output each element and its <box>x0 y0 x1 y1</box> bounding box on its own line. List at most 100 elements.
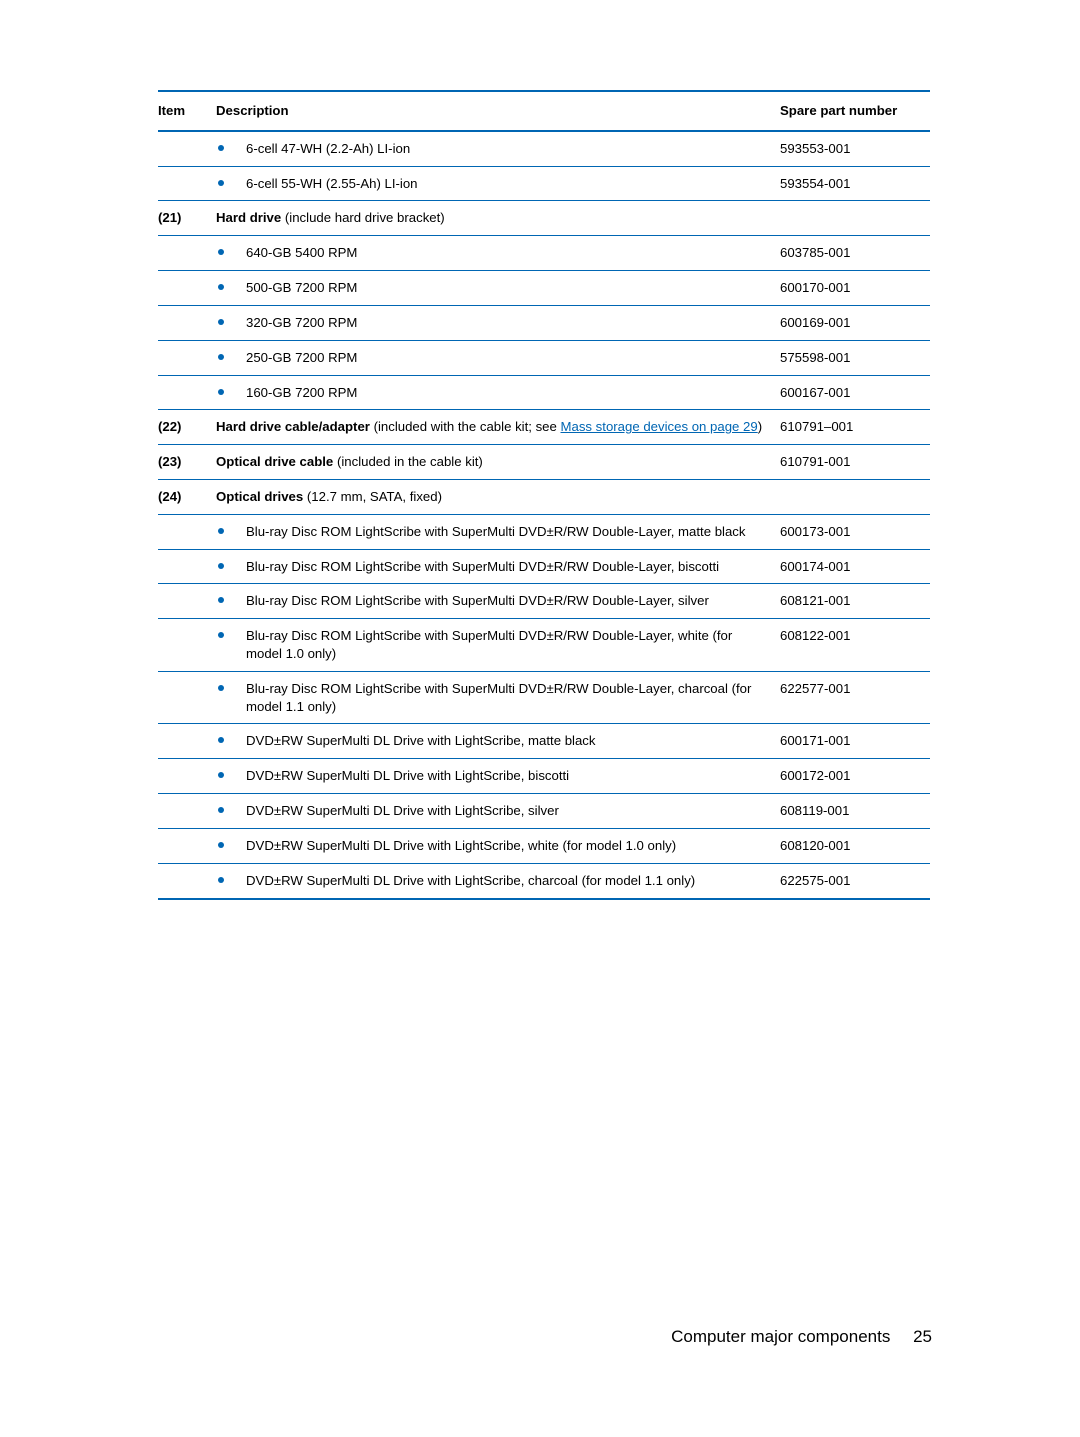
cell-item <box>158 305 216 340</box>
cell-description: DVD±RW SuperMulti DL Drive with LightScr… <box>216 794 780 829</box>
cell-spare-number <box>780 479 930 514</box>
cross-reference-link[interactable]: Mass storage devices on page 29 <box>561 419 758 434</box>
bullet-text: DVD±RW SuperMulti DL Drive with LightScr… <box>246 732 770 750</box>
cell-description: Blu-ray Disc ROM LightScribe with SuperM… <box>216 671 780 724</box>
bullet-text: DVD±RW SuperMulti DL Drive with LightScr… <box>246 767 770 785</box>
bullet-icon <box>218 354 224 360</box>
table-row: 250-GB 7200 RPM575598-001 <box>158 340 930 375</box>
table-row: 500-GB 7200 RPM 600170-001 <box>158 271 930 306</box>
cell-description: Hard drive (include hard drive bracket) <box>216 201 780 236</box>
table-row: DVD±RW SuperMulti DL Drive with LightScr… <box>158 794 930 829</box>
cell-description: DVD±RW SuperMulti DL Drive with LightScr… <box>216 863 780 898</box>
cell-spare-number: 600172-001 <box>780 759 930 794</box>
table-row: Blu-ray Disc ROM LightScribe with SuperM… <box>158 671 930 724</box>
bullet-text: DVD±RW SuperMulti DL Drive with LightScr… <box>246 837 770 855</box>
cell-description: 320-GB 7200 RPM <box>216 305 780 340</box>
cell-item <box>158 724 216 759</box>
bullet-text: 160-GB 7200 RPM <box>246 384 770 402</box>
desc-bold: Optical drives <box>216 489 303 504</box>
cell-description: 6-cell 55-WH (2.55-Ah) LI-ion <box>216 166 780 201</box>
cell-spare-number: 600167-001 <box>780 375 930 410</box>
cell-spare-number: 608119-001 <box>780 794 930 829</box>
table-row: Blu-ray Disc ROM LightScribe with SuperM… <box>158 584 930 619</box>
cell-spare-number: 593554-001 <box>780 166 930 201</box>
bullet-icon <box>218 284 224 290</box>
table-row: 640-GB 5400 RPM603785-001 <box>158 236 930 271</box>
cell-spare-number: 593553-001 <box>780 131 930 166</box>
cell-description: Blu-ray Disc ROM LightScribe with SuperM… <box>216 619 780 672</box>
bullet-text: 500-GB 7200 RPM <box>246 279 770 297</box>
cell-item <box>158 759 216 794</box>
bullet-text: DVD±RW SuperMulti DL Drive with LightScr… <box>246 872 770 890</box>
cell-description: 500-GB 7200 RPM <box>216 271 780 306</box>
bullet-text: Blu-ray Disc ROM LightScribe with SuperM… <box>246 558 770 576</box>
cell-description: 640-GB 5400 RPM <box>216 236 780 271</box>
bullet-text: 6-cell 55-WH (2.55-Ah) LI-ion <box>246 175 770 193</box>
table-row: (24)Optical drives (12.7 mm, SATA, fixed… <box>158 479 930 514</box>
cell-item: (21) <box>158 201 216 236</box>
cell-item <box>158 619 216 672</box>
cell-spare-number: 600170-001 <box>780 271 930 306</box>
cell-spare-number: 603785-001 <box>780 236 930 271</box>
cell-item <box>158 375 216 410</box>
table-row: Blu-ray Disc ROM LightScribe with SuperM… <box>158 549 930 584</box>
cell-item <box>158 863 216 898</box>
cell-item: (22) <box>158 410 216 445</box>
bullet-text: Blu-ray Disc ROM LightScribe with SuperM… <box>246 627 770 663</box>
cell-spare-number: 610791-001 <box>780 445 930 480</box>
header-item: Item <box>158 91 216 131</box>
cell-description: Hard drive cable/adapter (included with … <box>216 410 780 445</box>
cell-spare-number: 600174-001 <box>780 549 930 584</box>
cell-item <box>158 514 216 549</box>
cell-spare-number: 600173-001 <box>780 514 930 549</box>
table-row: (22)Hard drive cable/adapter (included w… <box>158 410 930 445</box>
cell-spare-number: 622577-001 <box>780 671 930 724</box>
cell-spare-number: 608122-001 <box>780 619 930 672</box>
table-row: Blu-ray Disc ROM LightScribe with SuperM… <box>158 514 930 549</box>
bullet-icon <box>218 389 224 395</box>
bullet-icon <box>218 685 224 691</box>
cell-spare-number: 608120-001 <box>780 828 930 863</box>
table-header-row: Item Description Spare part number <box>158 91 930 131</box>
bullet-text: Blu-ray Disc ROM LightScribe with SuperM… <box>246 523 770 541</box>
bullet-icon <box>218 528 224 534</box>
bullet-icon <box>218 737 224 743</box>
cell-spare-number <box>780 201 930 236</box>
header-spare: Spare part number <box>780 91 930 131</box>
cell-description: Optical drive cable (included in the cab… <box>216 445 780 480</box>
bullet-icon <box>218 632 224 638</box>
table-row: 160-GB 7200 RPM 600167-001 <box>158 375 930 410</box>
bullet-text: 6-cell 47-WH (2.2-Ah) LI-ion <box>246 140 770 158</box>
footer-title: Computer major components <box>671 1327 890 1346</box>
cell-description: 250-GB 7200 RPM <box>216 340 780 375</box>
cell-item <box>158 828 216 863</box>
bullet-icon <box>218 842 224 848</box>
cell-description: 6-cell 47-WH (2.2-Ah) LI-ion <box>216 131 780 166</box>
cell-item <box>158 794 216 829</box>
bullet-icon <box>218 563 224 569</box>
desc-bold: Hard drive <box>216 210 281 225</box>
bullet-icon <box>218 772 224 778</box>
table-row: (23)Optical drive cable (included in the… <box>158 445 930 480</box>
cell-spare-number: 608121-001 <box>780 584 930 619</box>
cell-item: (23) <box>158 445 216 480</box>
bullet-icon <box>218 180 224 186</box>
bullet-icon <box>218 145 224 151</box>
desc-bold: Optical drive cable <box>216 454 333 469</box>
desc-bold: Hard drive cable/adapter <box>216 419 370 434</box>
table-row: (21)Hard drive (include hard drive brack… <box>158 201 930 236</box>
table-row: 6-cell 47-WH (2.2-Ah) LI-ion 593553-001 <box>158 131 930 166</box>
cell-description: 160-GB 7200 RPM <box>216 375 780 410</box>
bullet-icon <box>218 877 224 883</box>
table-row: DVD±RW SuperMulti DL Drive with LightScr… <box>158 759 930 794</box>
desc-rest: (include hard drive bracket) <box>281 210 444 225</box>
cell-item <box>158 671 216 724</box>
cell-item <box>158 236 216 271</box>
bullet-icon <box>218 807 224 813</box>
page-footer: Computer major components 25 <box>671 1327 932 1347</box>
table-row: DVD±RW SuperMulti DL Drive with LightScr… <box>158 724 930 759</box>
desc-rest: (12.7 mm, SATA, fixed) <box>303 489 442 504</box>
bullet-icon <box>218 319 224 325</box>
table-row: 6-cell 55-WH (2.55-Ah) LI-ion 593554-001 <box>158 166 930 201</box>
table-body: 6-cell 47-WH (2.2-Ah) LI-ion593553-0016-… <box>158 131 930 899</box>
